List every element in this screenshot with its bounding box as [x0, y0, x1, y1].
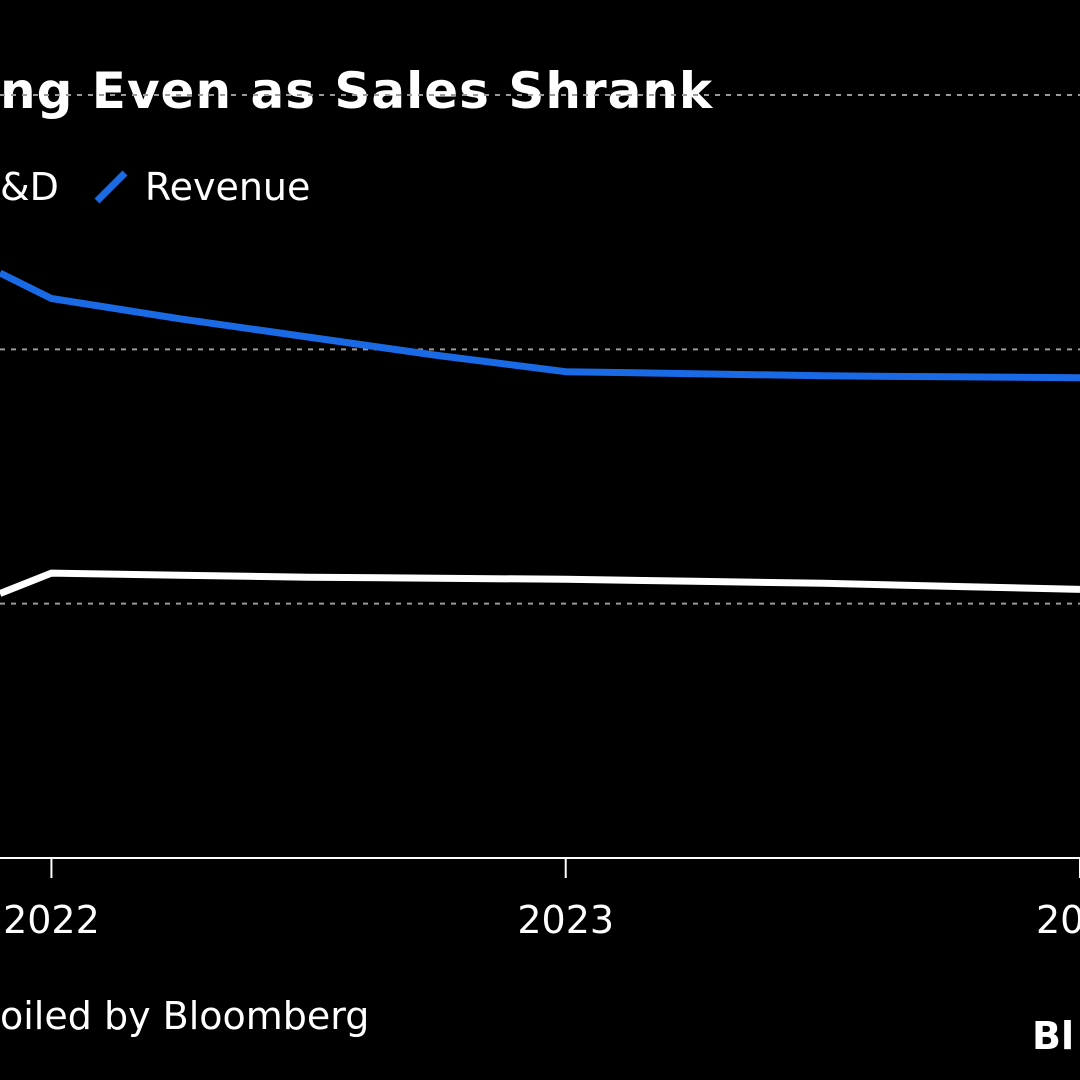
legend-label-revenue: Revenue	[144, 165, 311, 209]
chart-title: ng Even as Sales Shrank	[0, 62, 714, 120]
source-note: oiled by Bloomberg	[0, 994, 370, 1038]
x-tick-label: 20	[1036, 898, 1080, 942]
legend-swatch-revenue	[94, 170, 128, 204]
x-tick-label: 2023	[517, 898, 614, 942]
legend-item-revenue: Revenue	[91, 165, 311, 209]
legend-item-rd: &D	[0, 165, 59, 209]
series-line-revenue	[0, 269, 1080, 382]
x-tick-label: 2022	[3, 898, 100, 942]
series-line-r-d	[0, 569, 1080, 597]
gridlines	[0, 94, 1080, 605]
series-group	[0, 269, 1080, 597]
legend-label-rd: &D	[0, 165, 59, 209]
bloomberg-logo: Bl	[1032, 1014, 1074, 1058]
x-axis: 2022 2023 20	[0, 857, 1080, 942]
legend: &D Revenue	[0, 162, 310, 212]
